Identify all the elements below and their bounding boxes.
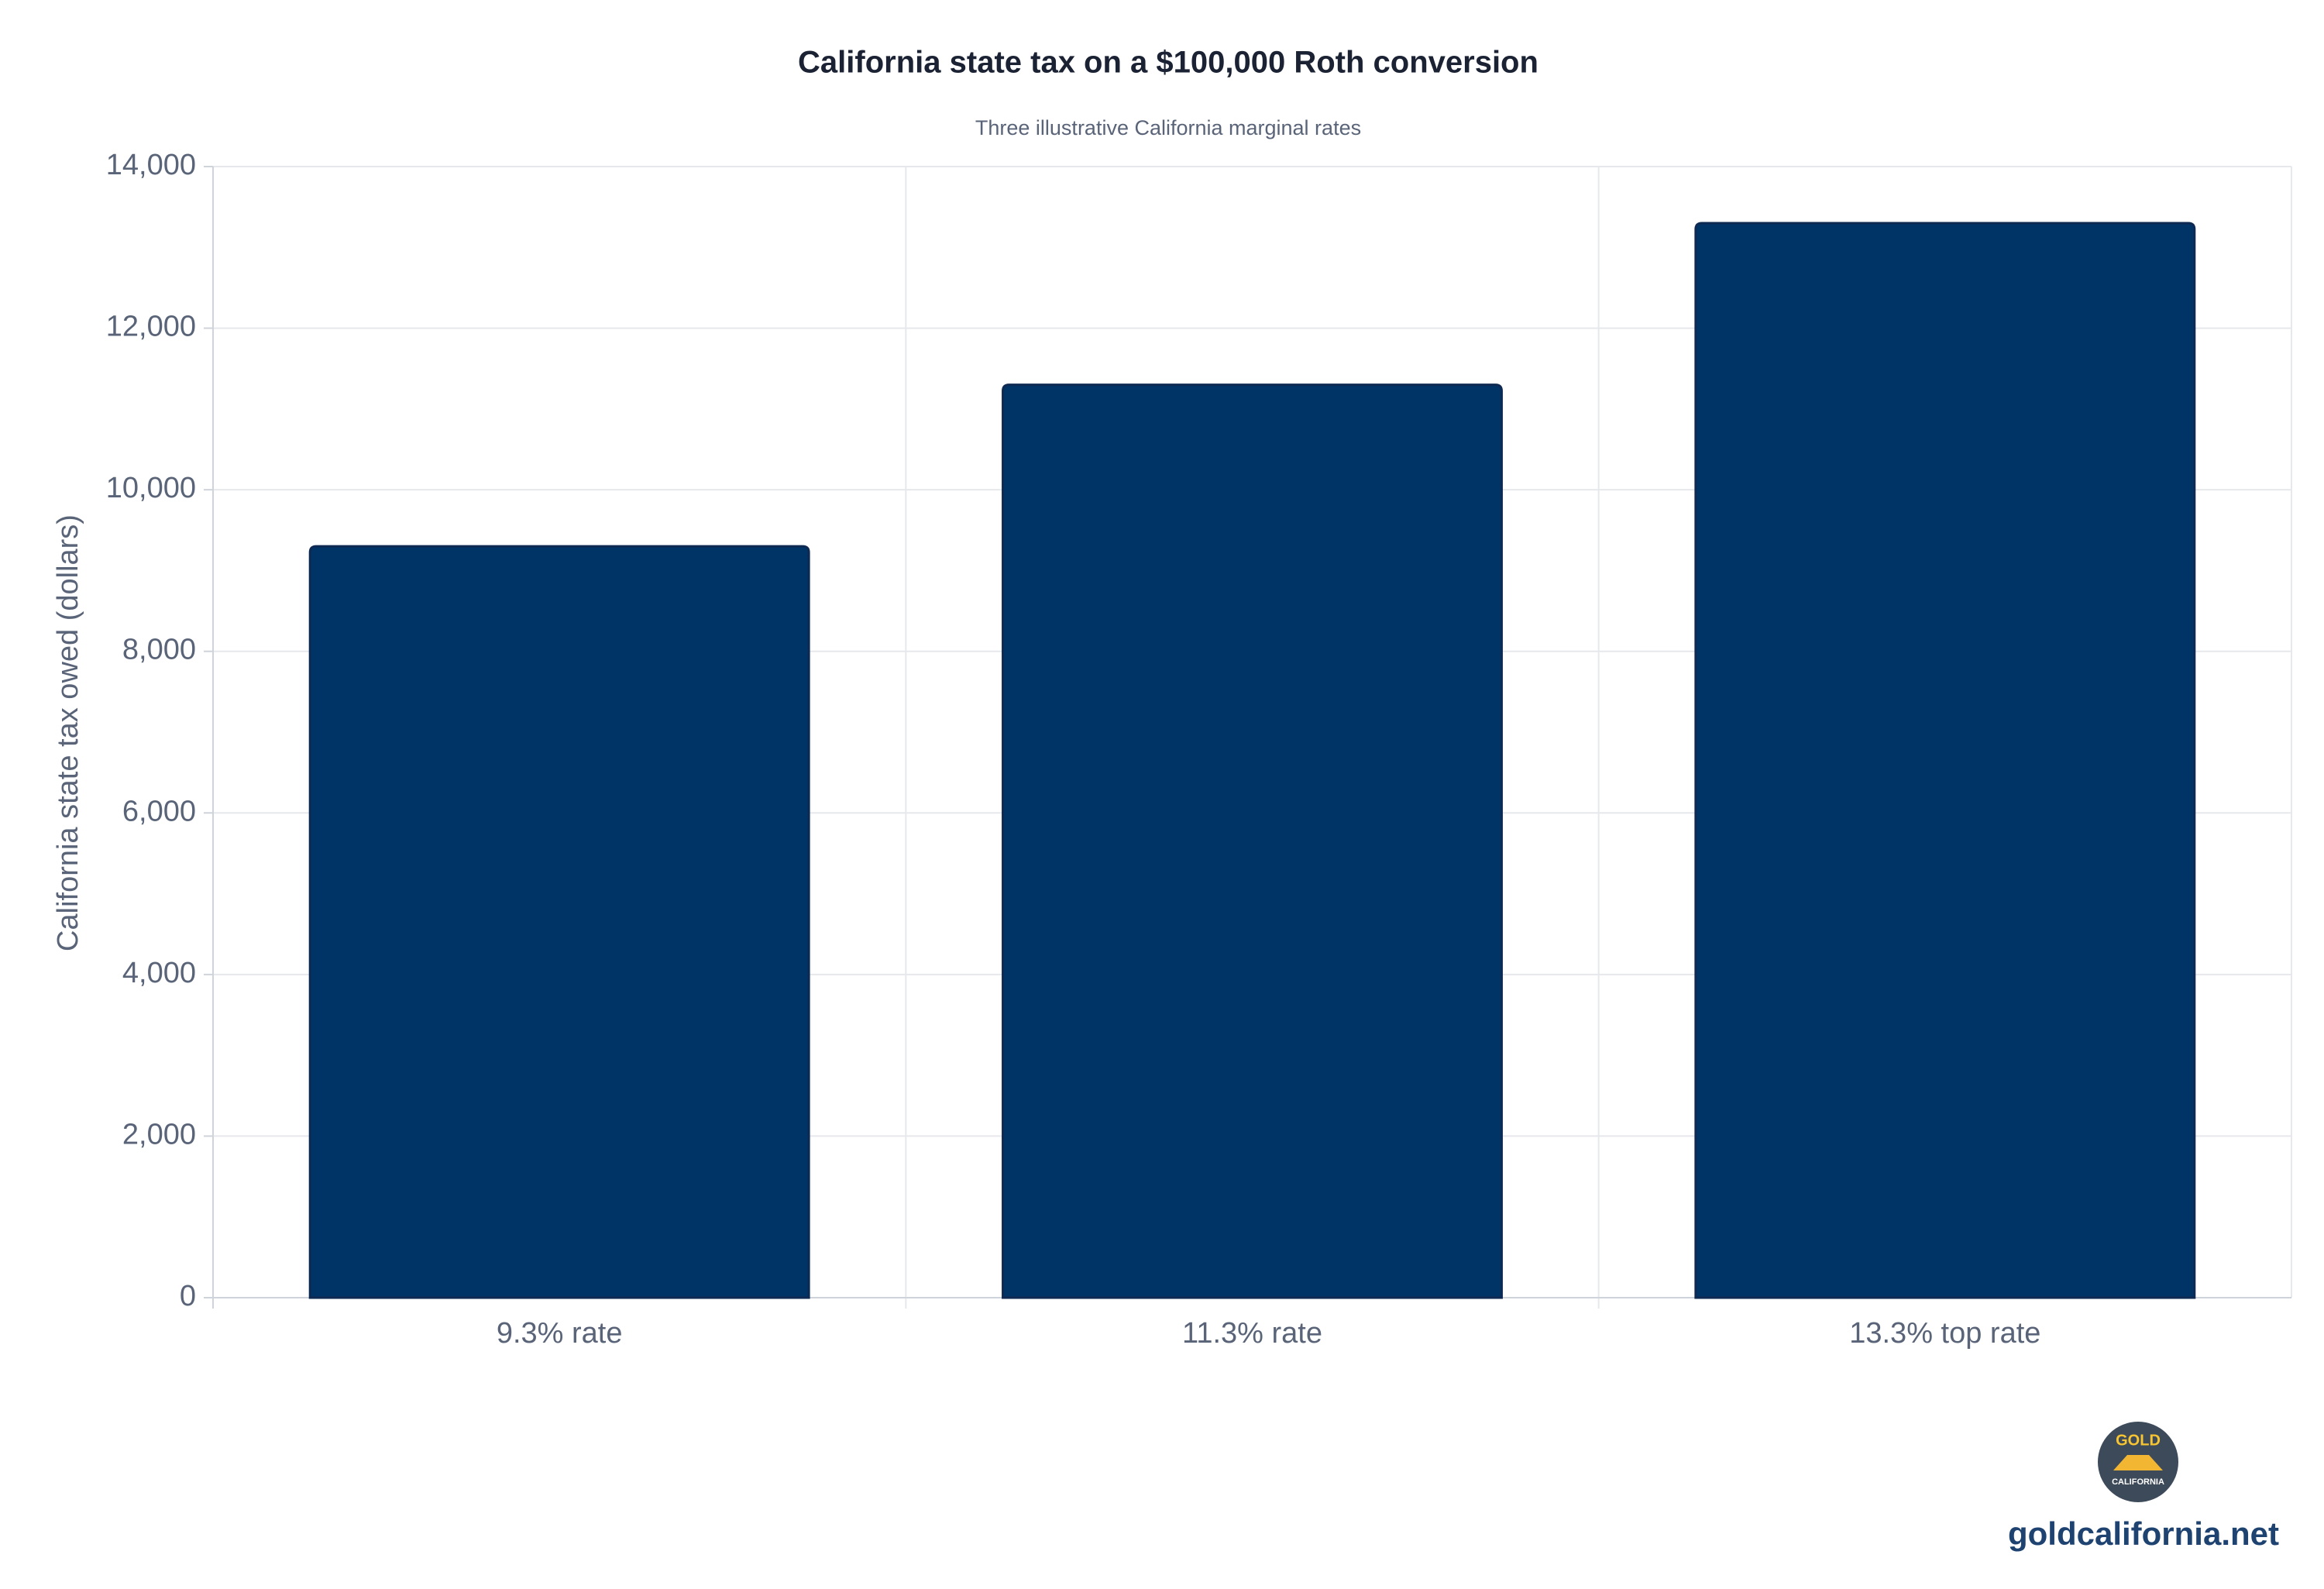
y-tick-label: 12,000 — [106, 311, 196, 343]
logo-text: CALIFORNIA — [2112, 1477, 2164, 1487]
y-tick-label: 10,000 — [106, 472, 196, 504]
logo-bar — [2113, 1455, 2163, 1470]
y-tick-label: 0 — [180, 1280, 196, 1312]
bar — [1002, 383, 1503, 1299]
x-tick-label: 11.3% rate — [1182, 1317, 1322, 1350]
bar — [308, 545, 810, 1299]
x-tick-label: 9.3% rate — [497, 1317, 623, 1350]
y-tick-label: 8,000 — [122, 634, 196, 666]
logo-text: GOLD — [2116, 1432, 2161, 1449]
bar — [1694, 222, 2196, 1299]
x-tick-label: 13.3% top rate — [1849, 1317, 2040, 1350]
y-tick-label: 2,000 — [122, 1118, 196, 1150]
logo: GOLD CALIFORNIA — [2098, 1422, 2178, 1502]
chart-title: California state tax on a $100,000 Roth … — [798, 46, 1538, 80]
chart-subtitle: Three illustrative California marginal r… — [975, 116, 1361, 139]
y-tick-label: 4,000 — [122, 957, 196, 989]
site-name: goldcalifornia.net — [2008, 1515, 2279, 1552]
y-tick-label: 6,000 — [122, 795, 196, 827]
y-tick-label: 14,000 — [106, 149, 196, 181]
y-axis-title: California state tax owed (dollars) — [52, 514, 84, 951]
